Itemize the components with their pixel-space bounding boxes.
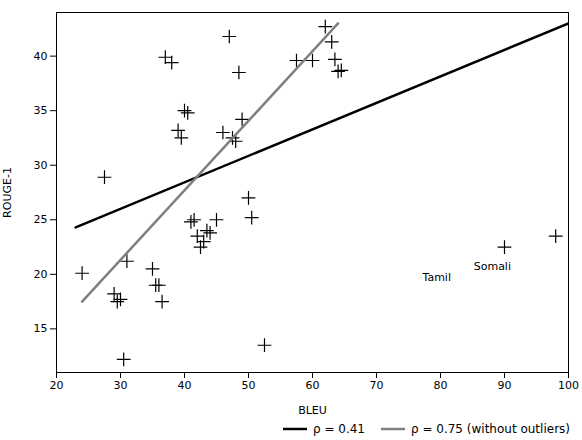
- svg-text:15: 15: [34, 322, 48, 335]
- svg-text:35: 35: [34, 104, 48, 117]
- svg-text:Somali: Somali: [474, 260, 511, 273]
- svg-text:BLEU: BLEU: [298, 404, 327, 417]
- svg-text:60: 60: [306, 379, 320, 392]
- svg-text:100: 100: [558, 379, 579, 392]
- svg-text:Tamil: Tamil: [422, 271, 451, 284]
- svg-text:40: 40: [34, 50, 48, 63]
- svg-text:80: 80: [434, 379, 448, 392]
- svg-text:20: 20: [34, 268, 48, 281]
- svg-text:40: 40: [178, 379, 192, 392]
- html-text:ρ = 0.41: ρ = 0.41: [313, 422, 365, 436]
- svg-text:25: 25: [34, 213, 48, 226]
- svg-text:20: 20: [50, 379, 64, 392]
- html-text:ρ = 0.75 (without outliers): ρ = 0.75 (without outliers): [411, 422, 570, 436]
- svg-text:30: 30: [34, 159, 48, 172]
- svg-text:ROUGE-1: ROUGE-1: [1, 167, 14, 218]
- svg-text:30: 30: [114, 379, 128, 392]
- svg-text:70: 70: [370, 379, 384, 392]
- svg-text:50: 50: [242, 379, 256, 392]
- svg-text:90: 90: [498, 379, 512, 392]
